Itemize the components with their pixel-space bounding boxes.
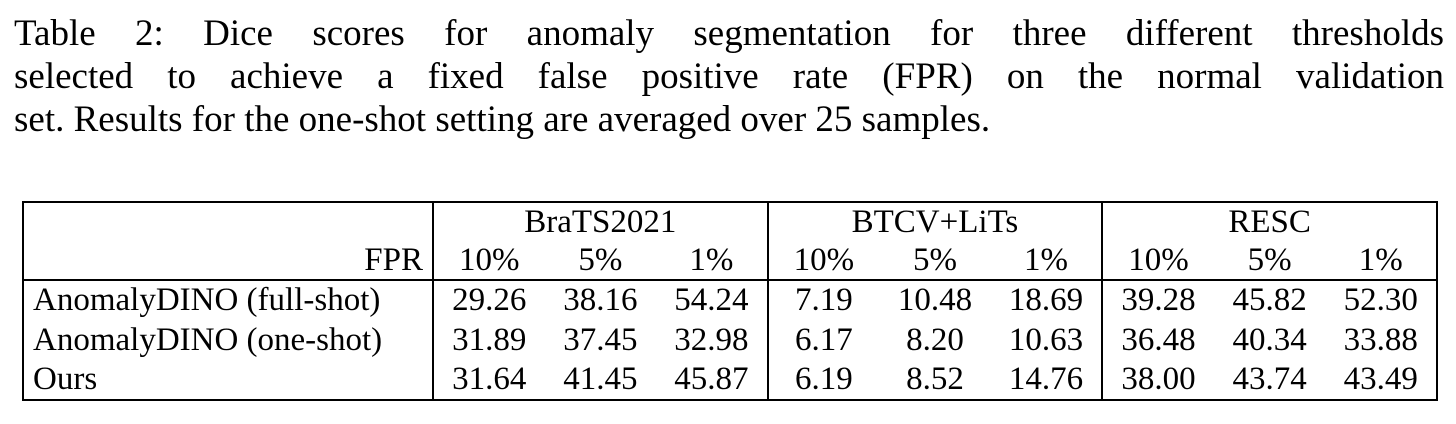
threshold-header: 5% <box>544 241 657 281</box>
table-caption: Table 2: Dice scores for anomaly segment… <box>0 0 1456 141</box>
threshold-header: 1% <box>990 241 1103 281</box>
caption-line-1: Table 2: Dice scores for anomaly segment… <box>14 13 1444 54</box>
score-cell: 14.76 <box>1008 361 1084 397</box>
score-cell: 43.49 <box>1343 361 1418 397</box>
results-table: BraTS2021 BTCV+LiTs RESC FPR 10% 5% 1% 1… <box>22 201 1438 401</box>
score-cell: 10.48 <box>897 282 973 318</box>
threshold-header: 5% <box>879 241 991 281</box>
threshold-header: 10% <box>432 241 545 281</box>
group-header-btcv-lits: BTCV+LiTs <box>766 202 1103 241</box>
score-cell: 31.89 <box>432 320 545 360</box>
threshold-header-row: FPR 10% 5% 1% 10% 5% 1% 10% 5% 1% <box>23 241 1437 281</box>
score-cell: 38.00 <box>1101 360 1214 400</box>
score-cell: 32.98 <box>674 321 749 358</box>
threshold-header: 10% <box>1101 241 1214 281</box>
score-cell: 8.20 <box>906 321 964 358</box>
row-label: Ours <box>33 361 98 397</box>
score-cell: 18.69 <box>1008 282 1084 318</box>
table-row: AnomalyDINO (one-shot) 31.89 37.45 32.98… <box>23 320 1437 360</box>
score-cell: 40.34 <box>1232 321 1307 358</box>
row-label: AnomalyDINO (one-shot) <box>33 321 383 358</box>
table-row: Ours 31.64 41.45 45.87 6.19 8.52 14.76 3… <box>23 360 1437 400</box>
score-cell: 10.63 <box>1008 321 1084 358</box>
score-cell: 39.28 <box>1101 280 1214 320</box>
score-cell: 8.52 <box>906 361 964 397</box>
score-cell: 45.82 <box>1232 282 1307 318</box>
score-cell: 36.48 <box>1101 320 1214 360</box>
score-cell: 41.45 <box>563 361 638 397</box>
fpr-header: FPR <box>23 241 433 281</box>
score-cell: 43.74 <box>1232 361 1307 397</box>
score-cell: 38.16 <box>563 282 638 318</box>
caption-line-2: selected to achieve a fixed false positi… <box>14 56 1444 97</box>
caption-line-3: set. Results for the one-shot setting ar… <box>14 99 991 140</box>
score-cell: 29.26 <box>432 280 545 320</box>
score-cell: 45.87 <box>674 361 749 397</box>
corner-cell <box>23 202 433 241</box>
threshold-header: 5% <box>1213 241 1326 281</box>
score-cell: 6.17 <box>766 320 880 360</box>
score-cell: 31.64 <box>432 360 545 400</box>
group-header-brats2021: BraTS2021 <box>432 202 768 241</box>
score-cell: 52.30 <box>1343 282 1418 318</box>
table-row: AnomalyDINO (full-shot) 29.26 38.16 54.2… <box>23 280 1437 320</box>
threshold-header: 10% <box>766 241 880 281</box>
score-cell: 7.19 <box>766 280 880 320</box>
score-cell: 33.88 <box>1343 321 1418 358</box>
score-cell: 6.19 <box>766 360 880 400</box>
threshold-header: 1% <box>656 241 768 281</box>
threshold-header: 1% <box>1325 241 1437 281</box>
group-header-row: BraTS2021 BTCV+LiTs RESC <box>23 202 1437 241</box>
score-cell: 54.24 <box>674 282 749 318</box>
row-label: AnomalyDINO (full-shot) <box>33 282 381 318</box>
score-cell: 37.45 <box>563 321 638 358</box>
group-header-resc: RESC <box>1101 202 1437 241</box>
